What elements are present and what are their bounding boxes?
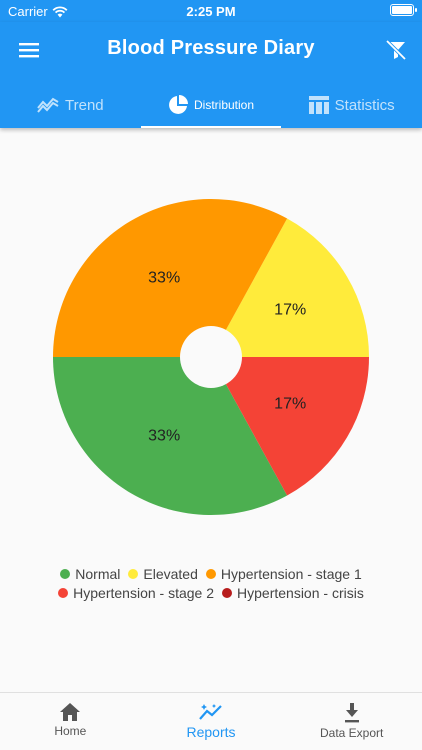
table-icon [308,96,329,114]
donut-hole [180,326,242,388]
tab-bar: Trend Distribution Statistics [0,82,422,128]
legend-row: Hypertension - stage 2 Hypertension - cr… [58,585,364,601]
pie-slice-hypertension-stage-1 [53,199,288,357]
pie-slice-normal [53,357,288,515]
menu-icon [19,43,39,58]
legend-item-hypertension-crisis: Hypertension - crisis [222,585,364,601]
legend-label: Hypertension - stage 2 [73,585,215,601]
legend-item-hypertension-stage-1: Hypertension - stage 1 [205,566,362,582]
pie-slice-label: 17% [274,302,306,319]
legend-label: Hypertension - stage 1 [220,566,362,582]
chart-legend: Normal Elevated Hypertension - stage 1 H… [0,566,422,601]
legend-label: Elevated [143,566,198,582]
nav-home-label: Home [54,724,87,738]
tab-indicator [140,126,282,128]
pie-slice-hypertension-stage-2 [211,357,369,496]
legend-dot [222,588,233,598]
pie-chart: 17% 33% 33% 17% [53,199,369,515]
carrier-indicator: Carrier [8,4,68,19]
pie-slice-label: 33% [148,269,180,286]
legend-item-normal: Normal [60,566,120,582]
nav-reports-label: Reports [186,724,236,740]
tab-trend-label: Trend [65,96,104,114]
download-icon [344,703,359,723]
menu-button[interactable] [14,36,44,64]
status-bar: Carrier 2:25 PM [0,0,422,22]
reports-icon [199,704,222,720]
trend-icon [37,97,59,113]
filter-off-icon [385,39,407,61]
legend-row: Normal Elevated Hypertension - stage 1 [60,566,362,582]
pie-slice-label: 33% [148,428,180,445]
nav-data-export-label: Data Export [319,726,384,740]
distribution-chart: 17% 33% 33% 17% Normal Elevated Hypertensio… [0,128,422,688]
page-title: Blood Pressure Diary [107,37,315,59]
tab-distribution-label: Distribution [193,98,255,112]
tab-statistics-label: Statistics [334,96,395,114]
legend-dot [205,569,216,579]
tab-statistics[interactable]: Statistics [281,82,422,128]
legend-item-elevated: Elevated [128,566,198,582]
pie-slice-label: 17% [274,395,306,412]
nav-home[interactable]: Home [0,693,141,750]
nav-reports[interactable]: Reports [141,693,282,750]
legend-dot [58,588,69,598]
clear-filter-button[interactable] [382,36,410,64]
wifi-icon [52,5,68,17]
status-time: 2:25 PM [186,4,236,19]
bottom-navigation: Home Reports Data Export [0,692,422,750]
legend-item-hypertension-stage-2: Hypertension - stage 2 [58,585,214,601]
tab-distribution[interactable]: Distribution [140,82,282,128]
legend-label: Hypertension - crisis [237,585,364,601]
pie-slice-elevated [211,218,369,357]
pie-chart-icon [169,95,188,114]
legend-dot [128,569,139,579]
legend-dot [60,569,71,579]
home-icon [60,703,81,721]
carrier-label: Carrier [8,4,48,19]
battery-icon [390,4,417,16]
legend-label: Normal [75,566,121,582]
tab-trend[interactable]: Trend [0,82,141,128]
app-bar: Blood Pressure Diary Trend Distribution [0,22,422,128]
nav-data-export[interactable]: Data Export [281,693,422,750]
